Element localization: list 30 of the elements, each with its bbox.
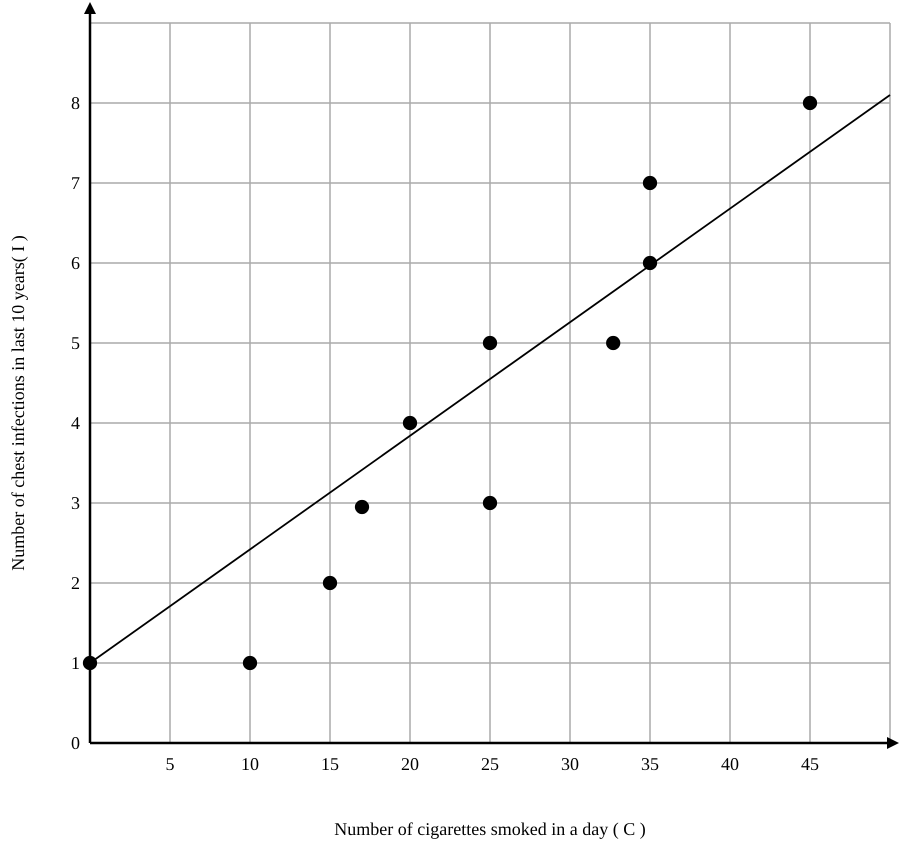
point: [802, 96, 818, 110]
x-tick-label: 30: [561, 754, 579, 774]
y-tick-label: 4: [71, 412, 80, 433]
x-axis-title: Number of cigarettes smoked in a day ( C ): [334, 819, 646, 839]
y-tick-label: 0: [71, 732, 80, 753]
y-tick-label: 8: [71, 92, 80, 113]
point: [606, 336, 620, 350]
x-tick-label: 20: [401, 754, 419, 774]
point: [482, 496, 498, 510]
y-axis-title: Number of chest infections in last 10 years( I ): [8, 235, 28, 571]
point: [642, 176, 658, 190]
y-tick-label: 7: [71, 172, 80, 193]
x-tick-label: 40: [721, 754, 739, 774]
x-tick-label: 25: [481, 754, 499, 774]
y-tick-label: 5: [71, 332, 80, 353]
point: [482, 336, 498, 350]
y-tick-label: 6: [71, 252, 80, 273]
point: [402, 416, 418, 430]
y-tick-label: 2: [71, 572, 80, 593]
point: [354, 500, 370, 514]
point: [242, 656, 258, 670]
point: [322, 576, 338, 590]
x-tick-label: 10: [241, 754, 259, 774]
x-tick-label: 45: [801, 754, 819, 774]
point: [82, 656, 98, 670]
x-tick-label: 15: [321, 754, 339, 774]
y-tick-label: 1: [71, 652, 80, 673]
x-tick-label: 35: [641, 754, 659, 774]
y-tick-label: 3: [71, 492, 80, 513]
x-tick-label: 5: [166, 754, 174, 774]
